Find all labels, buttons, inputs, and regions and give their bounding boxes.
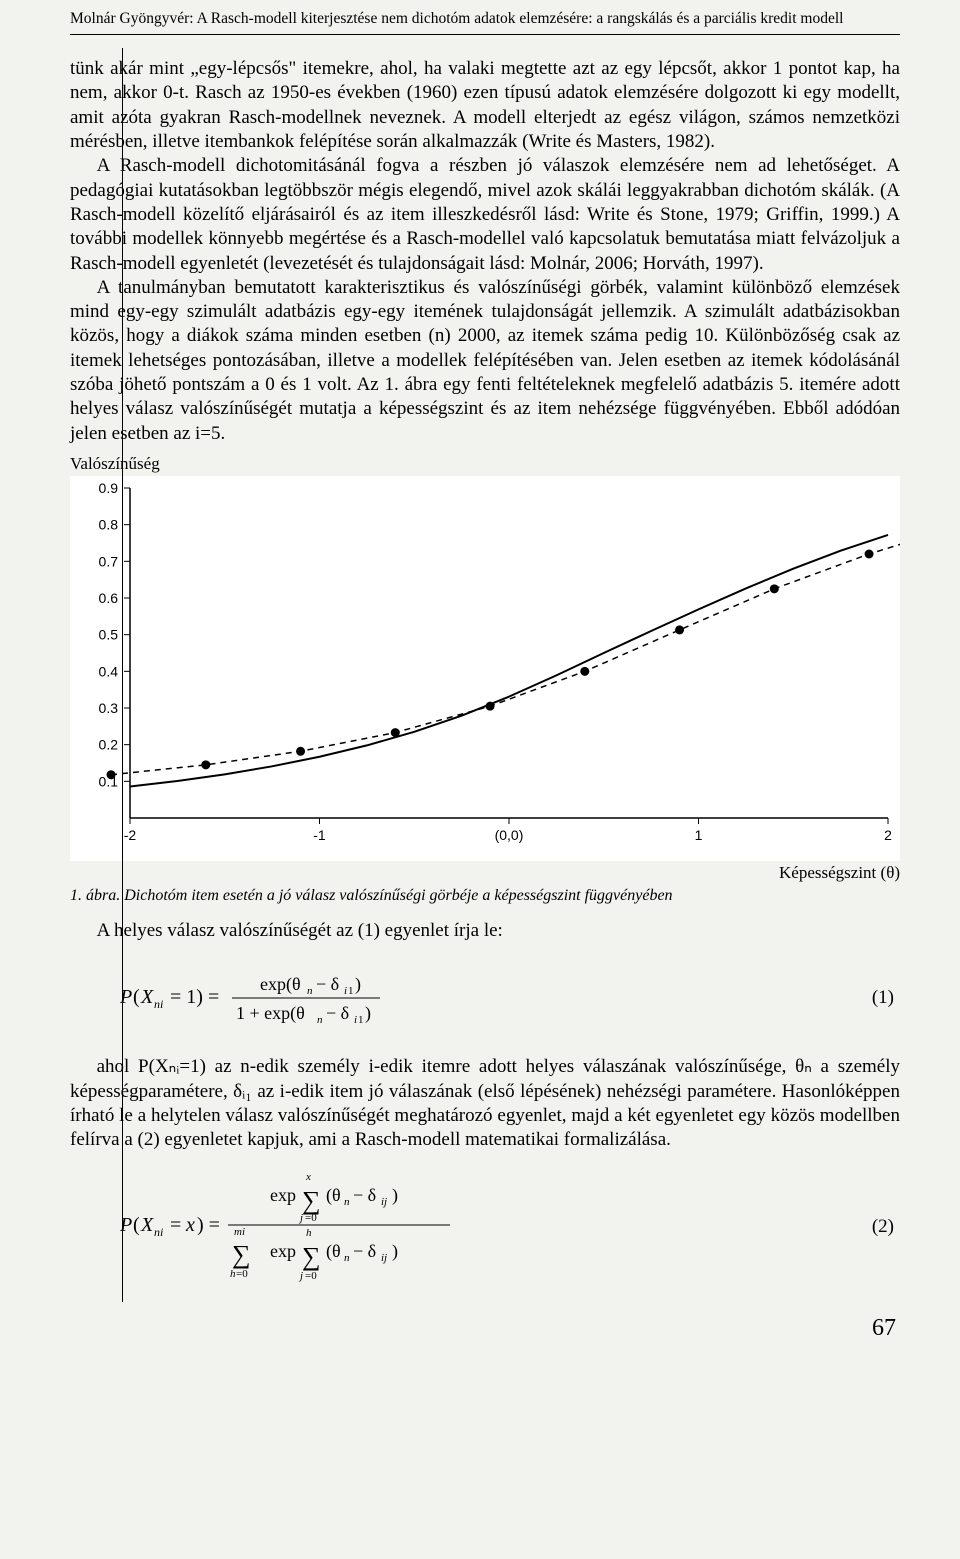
svg-text:n: n [344,1252,350,1264]
svg-text:− δ: − δ [353,1185,376,1205]
equation-2-number: (2) [872,1216,900,1238]
paragraph-after-eq1: ahol P(Xₙᵢ=1) az n-edik személy i-edik i… [70,1055,900,1152]
running-header: Molnár Gyöngyvér: A Rasch-modell kiterje… [70,0,900,35]
svg-text:0.5: 0.5 [99,627,119,643]
svg-text:x: x [185,1214,195,1236]
svg-text:X: X [140,986,154,1008]
svg-text:-2: -2 [124,827,137,843]
probability-chart: 0.10.20.30.40.50.60.70.80.9-2-1(0,0)12 [70,476,900,861]
svg-text:exp: exp [270,1241,296,1261]
chart-x-axis-label: Képességszint (θ) [70,863,900,883]
svg-text:n: n [317,1014,323,1026]
svg-text:): ) [392,1185,398,1206]
svg-text:j: j [298,1212,303,1224]
text-after-caption: A helyes válasz valószínűségét az (1) eg… [70,919,900,943]
svg-text:=0: =0 [236,1268,248,1280]
svg-text:n: n [344,1196,350,1208]
svg-text:0.9: 0.9 [99,480,119,496]
svg-text:mi: mi [234,1226,245,1238]
svg-text:(: ( [133,1214,140,1236]
equation-1-row: P ( X ni = 1) = exp(θ n − δ i 1 ) 1 + ex… [70,963,900,1033]
equation-1: P ( X ni = 1) = exp(θ n − δ i 1 ) 1 + ex… [70,963,872,1033]
page-number: 67 [70,1315,900,1342]
svg-text:=0: =0 [305,1270,317,1282]
equation-2-row: P ( X ni = x ) = exp ∑ x j =0 (θ n − δ i… [70,1167,900,1287]
svg-text:ij: ij [381,1196,387,1208]
equation-2: P ( X ni = x ) = exp ∑ x j =0 (θ n − δ i… [70,1167,872,1287]
svg-text:0.4: 0.4 [99,663,119,679]
equation-1-number: (1) [872,987,900,1009]
svg-text:X: X [140,1214,154,1236]
svg-text:=: = [170,1214,181,1236]
svg-text:i: i [354,1014,357,1026]
chart-y-axis-label: Valószínűség [70,454,900,474]
body-text-block: tünk akár mint „egy-lépcsős" itemekre, a… [70,57,900,446]
svg-text:j: j [298,1270,303,1282]
paragraph-1: tünk akár mint „egy-lépcsős" itemekre, a… [70,57,900,154]
svg-text:∑: ∑ [302,1186,321,1215]
paragraph-2: A Rasch-modell dichotomitásánál fogva a … [70,154,900,276]
svg-text:0.7: 0.7 [99,553,119,569]
svg-text:1: 1 [695,827,703,843]
svg-text:n: n [307,985,313,997]
svg-text:1: 1 [348,985,354,997]
svg-text:ij: ij [381,1252,387,1264]
svg-text:-1: -1 [313,827,326,843]
svg-text:2: 2 [884,827,892,843]
svg-text:∑: ∑ [232,1240,251,1269]
svg-text:exp: exp [270,1185,296,1205]
svg-text:): ) [365,1003,371,1024]
svg-text:1: 1 [358,1014,364,1026]
svg-text:) =: ) = [197,1214,220,1236]
paragraph-3: A tanulmányban bemutatott karakterisztik… [70,276,900,446]
svg-text:0.8: 0.8 [99,517,119,533]
svg-text:x: x [305,1171,311,1183]
figure-caption: 1. ábra. Dichotóm item esetén a jó válas… [70,887,900,905]
svg-text:0.2: 0.2 [99,737,119,753]
svg-text:(θ: (θ [326,1185,341,1206]
svg-text:− δ: − δ [316,974,339,994]
svg-text:− δ: − δ [326,1003,349,1023]
svg-text:= 1) =: = 1) = [170,986,219,1008]
svg-text:): ) [392,1241,398,1262]
svg-text:(0,0): (0,0) [495,827,524,843]
svg-text:(: ( [133,986,140,1008]
svg-text:ni: ni [154,997,163,1011]
svg-text:1 + exp(θ: 1 + exp(θ [236,1003,305,1024]
svg-text:exp(θ: exp(θ [260,974,301,995]
svg-text:− δ: − δ [353,1241,376,1261]
svg-text:=0: =0 [305,1212,317,1224]
svg-text:ni: ni [154,1225,163,1239]
svg-text:): ) [355,974,361,995]
svg-text:h: h [306,1227,312,1239]
svg-text:∑: ∑ [302,1242,321,1271]
svg-text:0.3: 0.3 [99,700,119,716]
svg-text:(θ: (θ [326,1241,341,1262]
svg-text:0.6: 0.6 [99,590,119,606]
svg-text:i: i [344,985,347,997]
